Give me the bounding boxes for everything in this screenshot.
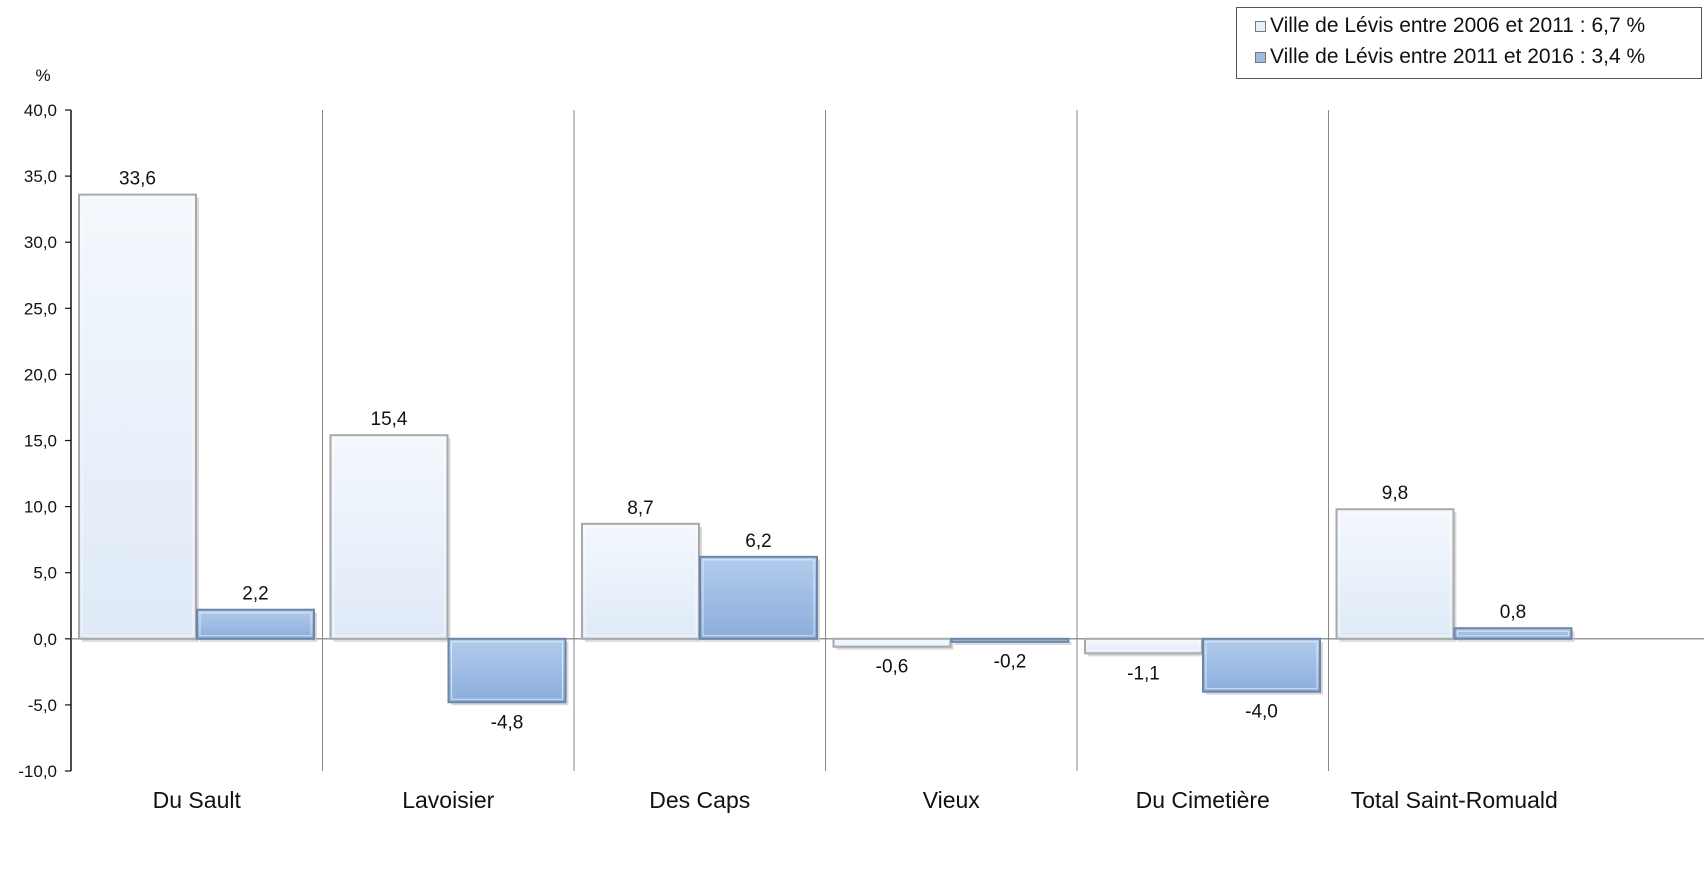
data-label: 8,7 xyxy=(627,498,653,519)
x-tick-label: Du Cimetière xyxy=(1136,787,1270,813)
bar xyxy=(447,637,567,704)
bar xyxy=(1335,508,1455,640)
data-label: 6,2 xyxy=(745,531,771,552)
legend: Ville de Lévis entre 2006 et 2011 : 6,7 … xyxy=(1236,7,1702,79)
bar-highlight xyxy=(836,641,948,645)
legend-swatch-series-1 xyxy=(1255,20,1266,32)
x-tick-label: Lavoisier xyxy=(402,787,494,813)
bar-highlight xyxy=(81,197,194,637)
y-tick-label: 25,0 xyxy=(24,299,57,318)
bar-highlight xyxy=(1339,511,1451,637)
bar-highlight xyxy=(333,437,445,637)
legend-item-series-2: Ville de Lévis entre 2011 et 2016 : 3,4 … xyxy=(1255,44,1645,70)
bar xyxy=(699,555,818,640)
bar xyxy=(196,608,315,640)
bar-layer xyxy=(78,193,1575,706)
bar xyxy=(329,434,449,640)
bar-highlight xyxy=(1457,630,1569,637)
y-tick-label: 5,0 xyxy=(33,564,57,583)
bar-highlight xyxy=(1087,641,1200,651)
legend-label-series-2: Ville de Lévis entre 2011 et 2016 : 3,4 … xyxy=(1270,45,1646,68)
y-tick-label: 15,0 xyxy=(24,432,57,451)
bar xyxy=(1202,637,1321,693)
x-tick-label: Vieux xyxy=(923,787,981,813)
legend-item-series-1: Ville de Lévis entre 2006 et 2011 : 6,7 … xyxy=(1255,13,1645,39)
axis-layer: -10,0 -5,0 0,0 5,0 10,0 15,0 20,0 25,0 30,0 35,0 4… xyxy=(18,66,1704,781)
data-label: -1,1 xyxy=(1127,663,1160,684)
bar-highlight xyxy=(451,641,563,700)
data-label: 0,8 xyxy=(1500,602,1526,623)
y-tick-label: 30,0 xyxy=(24,233,57,252)
y-tick-label: 35,0 xyxy=(24,167,57,186)
data-label: -4,8 xyxy=(491,712,524,733)
y-tick-label: 20,0 xyxy=(24,365,57,384)
data-label: 2,2 xyxy=(242,584,268,605)
y-tick-label: -5,0 xyxy=(28,696,57,715)
bar-highlight xyxy=(199,612,312,637)
data-label: -0,2 xyxy=(994,651,1027,672)
y-tick-label: -10,0 xyxy=(18,762,57,781)
bar xyxy=(950,637,1070,643)
bar xyxy=(581,522,700,640)
data-label: -0,6 xyxy=(876,657,909,678)
x-tick-label: Des Caps xyxy=(649,787,750,813)
data-label: 9,8 xyxy=(1382,483,1408,504)
legend-label-series-1: Ville de Lévis entre 2006 et 2011 : 6,7 … xyxy=(1270,14,1646,37)
x-tick-label: Du Sault xyxy=(153,787,242,813)
bar-highlight xyxy=(584,526,697,637)
y-tick-label: 10,0 xyxy=(24,498,57,517)
legend-swatch-series-2 xyxy=(1255,51,1266,63)
y-axis-label: % xyxy=(35,66,50,85)
label-layer: Du Sault Lavoisier Des Caps Vieux Du Cimetiè… xyxy=(119,169,1558,813)
bar xyxy=(78,193,197,640)
data-label: -4,0 xyxy=(1245,702,1278,723)
bar xyxy=(1453,627,1573,640)
data-label: 33,6 xyxy=(119,169,156,190)
bar-shadow xyxy=(954,641,1072,645)
data-label: 15,4 xyxy=(371,409,408,430)
bar-highlight xyxy=(1205,641,1318,690)
bar-highlight xyxy=(702,559,815,637)
bar xyxy=(1084,637,1203,655)
y-tick-label: 40,0 xyxy=(24,101,57,120)
x-tick-label: Total Saint-Romuald xyxy=(1351,787,1558,813)
y-tick-label: 0,0 xyxy=(33,630,57,649)
bar xyxy=(832,637,952,648)
